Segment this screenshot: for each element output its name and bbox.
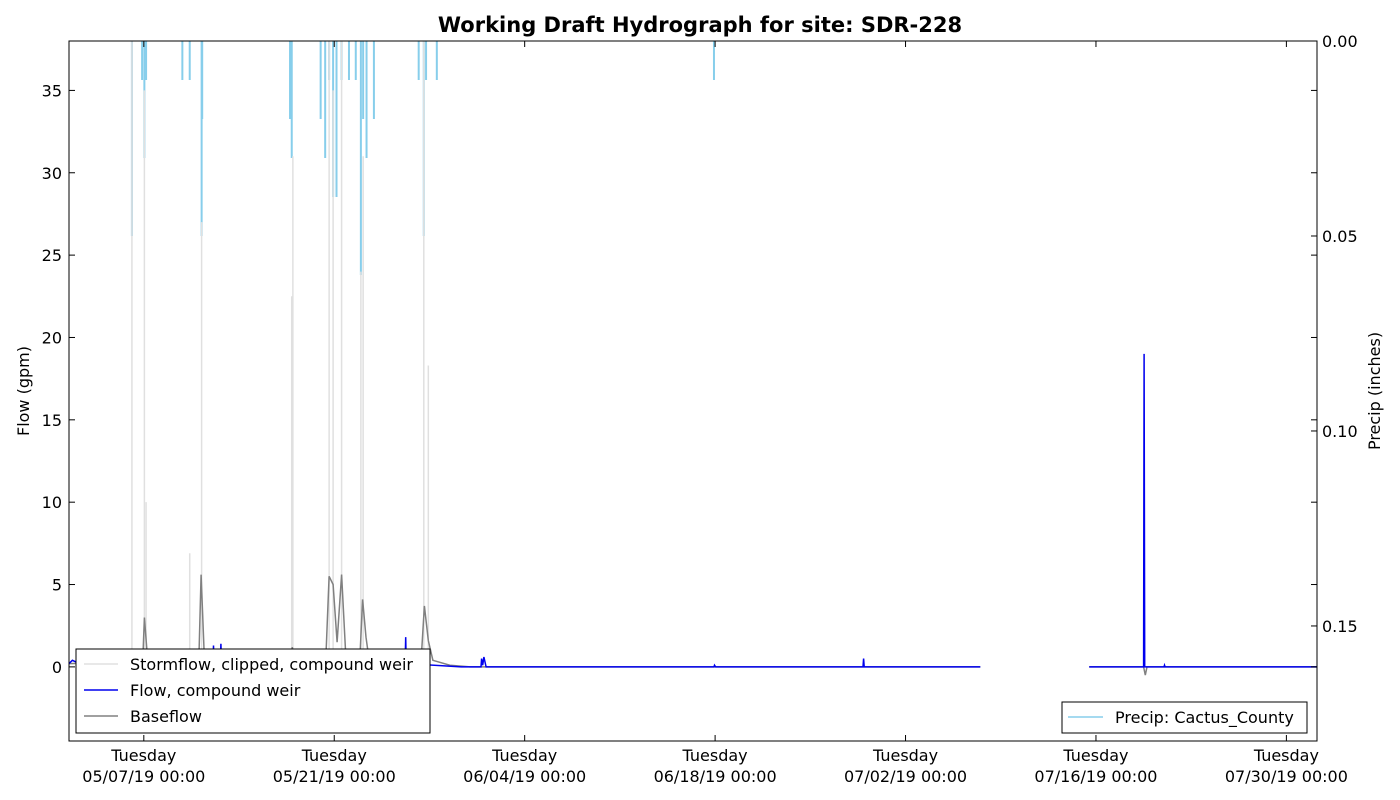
right-y-axis: 0.00 0.05 0.10 0.15 xyxy=(1311,32,1358,636)
y-tick-label: 0 xyxy=(52,658,62,677)
x-tick-label-day: Tuesday xyxy=(872,746,938,765)
y-tick-label: 15 xyxy=(42,411,62,430)
y-axis-label: Flow (gpm) xyxy=(14,346,33,436)
x-tick-label-date: 07/30/19 00:00 xyxy=(1225,767,1348,786)
y-tick-label: 20 xyxy=(42,328,62,347)
legend-precip: Precip: Cactus_County xyxy=(1061,701,1308,734)
x-tick-label-date: 07/16/19 00:00 xyxy=(1034,767,1157,786)
y-tick-label: 5 xyxy=(52,576,62,595)
left-y-axis: 0 5 10 15 20 25 30 35 xyxy=(42,81,1317,677)
plot-frame xyxy=(68,40,1318,742)
x-tick-label-day: Tuesday xyxy=(1253,746,1319,765)
x-tick-label-date: 06/04/19 00:00 xyxy=(463,767,586,786)
legend-flow: Stormflow, clipped, compound weir Flow, c… xyxy=(75,648,431,734)
legend-label: Precip: Cactus_County xyxy=(1115,708,1294,728)
stormflow-series xyxy=(131,41,430,667)
y-tick-label: 35 xyxy=(42,81,62,100)
x-tick-label-day: Tuesday xyxy=(1062,746,1128,765)
x-tick-label-day: Tuesday xyxy=(682,746,748,765)
legend-label: Baseflow xyxy=(130,707,202,726)
x-tick-label-day: Tuesday xyxy=(301,746,367,765)
y-tick-label: 25 xyxy=(42,246,62,265)
x-tick-label-day: Tuesday xyxy=(491,746,557,765)
legend-label: Flow, compound weir xyxy=(130,681,301,700)
y2-tick-label: 0.05 xyxy=(1322,227,1358,246)
x-tick-label-date: 05/21/19 00:00 xyxy=(273,767,396,786)
y2-axis-label: Precip (inches) xyxy=(1365,332,1384,450)
y-tick-label: 10 xyxy=(42,493,62,512)
legend-flow-box xyxy=(75,648,431,734)
chart-title: Working Draft Hydrograph for site: SDR-2… xyxy=(438,13,962,37)
x-axis: Tuesday 05/07/19 00:00 Tuesday 05/21/19 00:… xyxy=(82,41,1348,786)
baseflow-line xyxy=(69,574,981,668)
x-tick-label-date: 05/07/19 00:00 xyxy=(82,767,205,786)
legend-label: Stormflow, clipped, compound weir xyxy=(130,655,413,674)
x-tick-label-date: 06/18/19 00:00 xyxy=(654,767,777,786)
x-tick-label-day: Tuesday xyxy=(110,746,176,765)
y-tick-label: 30 xyxy=(42,164,62,183)
y2-tick-label: 0.00 xyxy=(1322,32,1358,51)
plot-area xyxy=(69,41,1317,676)
x-tick-label-date: 07/02/19 00:00 xyxy=(844,767,967,786)
y2-tick-label: 0.10 xyxy=(1322,422,1358,441)
flow-line xyxy=(1089,353,1317,668)
y2-tick-label: 0.15 xyxy=(1322,617,1358,636)
